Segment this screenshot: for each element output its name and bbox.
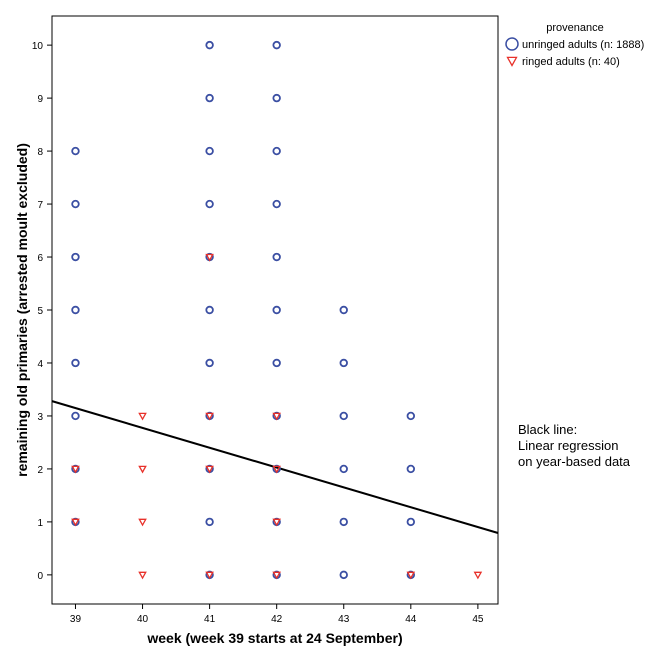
y-tick-label: 7 <box>37 200 43 211</box>
data-point-circle <box>205 93 214 103</box>
data-point-circle <box>272 146 281 156</box>
annotation-line-2: Linear regression <box>518 438 618 453</box>
data-point-circle <box>272 40 281 50</box>
data-point-circle <box>71 358 80 368</box>
data-point-circle <box>339 464 348 474</box>
data-point-circle <box>205 146 214 156</box>
y-axis-ticks: 0 1 2 3 4 5 6 7 8 9 10 <box>32 41 52 582</box>
y-tick-label: 4 <box>37 359 43 370</box>
data-point-circle <box>71 146 80 156</box>
x-tick-label: 45 <box>472 614 484 625</box>
data-point-triangle <box>138 465 147 474</box>
data-point-circle <box>339 305 348 315</box>
annotation-line-1: Black line: <box>518 422 577 437</box>
data-point-triangle <box>205 253 214 262</box>
data-point-circle <box>339 411 348 421</box>
legend-label-unringed: unringed adults (n: 1888) <box>522 39 644 51</box>
data-point-triangle <box>138 412 147 421</box>
y-tick-label: 10 <box>32 41 44 52</box>
data-point-circle <box>406 517 416 527</box>
data-point-circle <box>205 358 214 368</box>
data-point-circle <box>272 252 281 262</box>
data-point-triangle <box>272 465 281 474</box>
data-point-circle <box>205 517 214 527</box>
x-tick-label: 43 <box>338 614 350 625</box>
legend-triangle-marker <box>506 56 518 67</box>
x-tick-label: 39 <box>70 614 82 625</box>
data-point-circle <box>406 464 416 474</box>
data-point-circle <box>272 305 281 315</box>
data-point-circle <box>272 93 281 103</box>
y-tick-label: 2 <box>37 465 43 476</box>
data-point-triangle <box>205 571 214 580</box>
data-point-circle <box>406 411 416 421</box>
data-point-circle <box>272 358 281 368</box>
data-points <box>71 40 483 580</box>
data-point-circle <box>205 305 214 315</box>
y-axis-title: remaining old primaries (arrested moult … <box>14 143 30 477</box>
plot-area <box>51 15 499 605</box>
x-axis-ticks: 39 40 41 42 43 44 45 <box>70 604 484 625</box>
data-point-triangle <box>138 571 147 580</box>
legend-markers <box>505 37 519 67</box>
y-tick-label: 6 <box>37 253 43 264</box>
data-point-circle <box>205 199 214 209</box>
data-point-triangle <box>272 518 281 527</box>
data-point-triangle <box>138 518 147 527</box>
data-point-circle <box>71 252 80 262</box>
y-tick-label: 9 <box>37 94 43 105</box>
data-point-circle <box>339 517 348 527</box>
x-tick-label: 44 <box>405 614 417 625</box>
y-tick-label: 8 <box>37 147 43 158</box>
data-point-circle <box>339 358 348 368</box>
y-tick-label: 1 <box>37 518 43 529</box>
legend-label-ringed: ringed adults (n: 40) <box>522 56 620 68</box>
data-point-triangle <box>71 465 80 474</box>
data-point-circle <box>71 411 80 421</box>
legend-title: provenance <box>546 22 604 34</box>
data-point-circle <box>205 40 214 50</box>
data-point-triangle <box>473 571 483 580</box>
data-point-triangle <box>71 518 80 527</box>
data-point-triangle <box>205 465 214 474</box>
data-point-circle <box>339 570 348 580</box>
legend: provenance unringed adults (n: 1888) rin… <box>505 22 644 68</box>
annotation: Black line: Linear regression on year-ba… <box>518 422 631 469</box>
annotation-line-3: on year-based data <box>518 454 631 469</box>
x-tick-label: 42 <box>271 614 283 625</box>
data-point-triangle <box>272 412 281 421</box>
regression-line <box>51 400 499 534</box>
x-tick-label: 41 <box>204 614 216 625</box>
data-point-circle <box>71 199 80 209</box>
y-tick-label: 5 <box>37 306 43 317</box>
data-point-triangle <box>272 571 281 580</box>
regression-line-group <box>51 400 499 534</box>
data-point-circle <box>71 305 80 315</box>
y-tick-label: 3 <box>37 412 43 423</box>
legend-circle-marker <box>505 37 519 51</box>
y-tick-label: 0 <box>37 571 43 582</box>
data-point-triangle <box>406 571 416 580</box>
x-axis-title: week (week 39 starts at 24 September) <box>146 630 402 646</box>
data-point-triangle <box>205 412 214 421</box>
x-tick-label: 40 <box>137 614 149 625</box>
data-point-circle <box>272 199 281 209</box>
